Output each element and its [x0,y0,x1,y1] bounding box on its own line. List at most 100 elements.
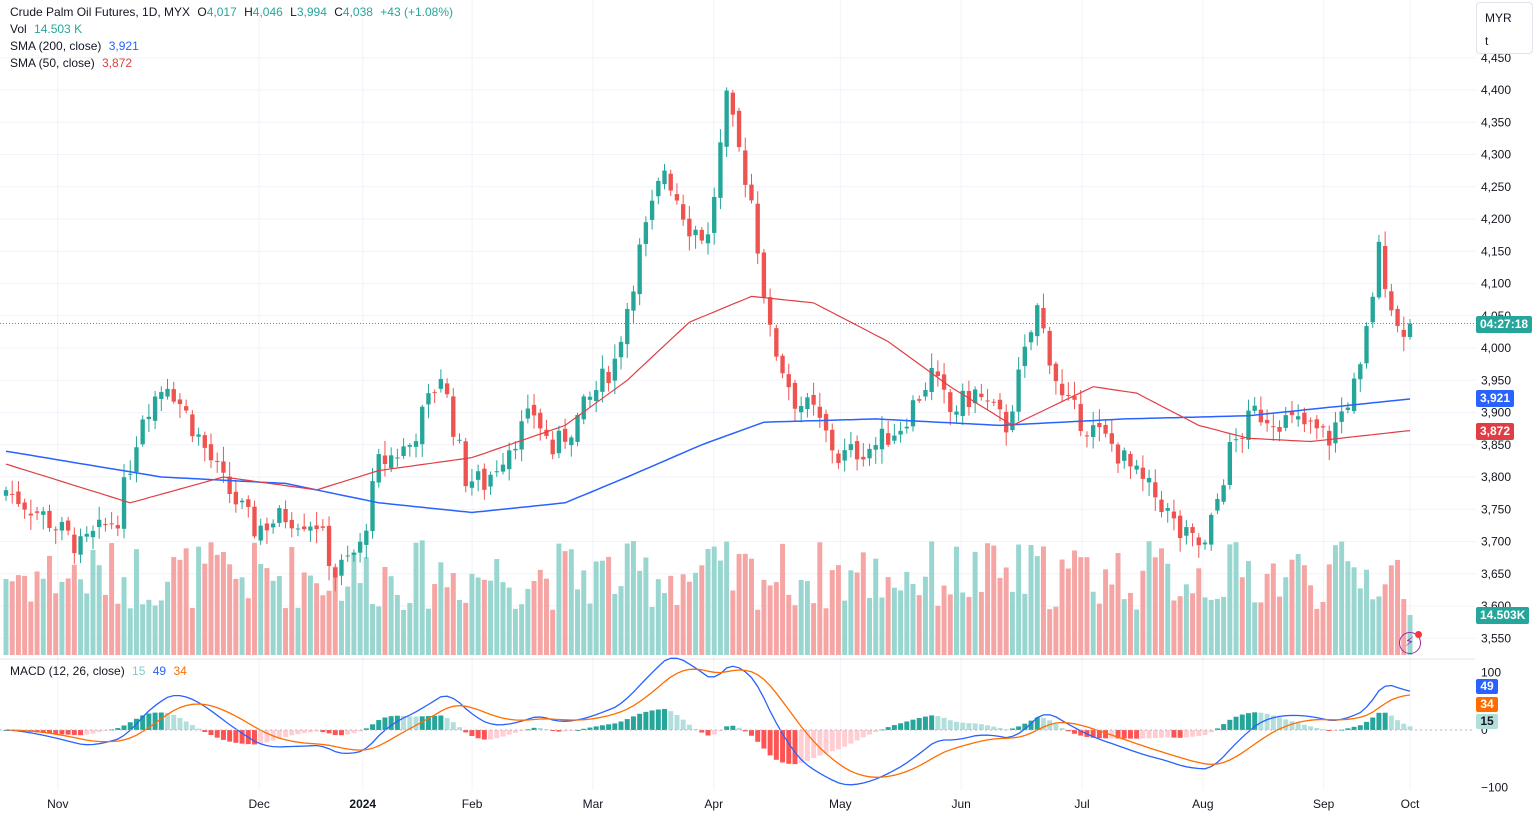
macd-hist-bar [146,713,152,730]
candle-body [1140,467,1146,479]
candle-body [1059,383,1065,396]
volume-bar [1252,602,1258,655]
main-legend[interactable]: Crude Palm Oil Futures, 1D, MYX O4,017 H… [10,4,453,21]
time-tick-label: Jul [1074,797,1089,811]
macd-hist-bar [500,730,506,737]
volume-bar [1103,569,1109,655]
currency-label: MYR [1485,11,1512,25]
volume-bar [1159,548,1164,655]
candle-body [774,328,779,357]
volume-bar [1009,591,1015,655]
volume-bar [817,542,823,655]
volume-bar [1227,544,1233,655]
candle-body [724,90,729,147]
time-tick-label: Mar [583,797,604,811]
macd-hist-bar [1127,730,1133,739]
candle-body [562,428,568,442]
open-value: 4,017 [206,5,237,19]
macd-hist-bar [966,723,972,730]
macd-hist-bar [941,717,947,730]
candle-body [463,441,468,487]
vol-value: 14.503 K [34,22,83,36]
macd-hist-bar [1171,730,1177,738]
unit-selector[interactable]: MYR t [1476,2,1533,54]
volume-bar [1096,603,1102,655]
low-value: 3,994 [296,5,327,19]
volume-bar [593,561,599,655]
macd-hist-bar [165,712,171,730]
macd-hist-bar [705,730,711,736]
candle-body [1022,346,1028,367]
candle-body [972,389,978,404]
candle-body [954,411,959,415]
volume-bar [500,582,506,655]
candle-body [357,541,363,553]
volume-bar [1289,559,1295,655]
macd-pane [0,657,1475,786]
unit-label: t [1485,34,1489,48]
macd-hist-bar [823,730,829,754]
candle-body [314,525,319,530]
macd-hist-bar [649,710,655,730]
volume-bar [562,551,568,655]
volume-bar [575,589,581,655]
candle-body [1327,430,1332,446]
macd-hist-bar [1277,717,1283,730]
volume-bar [1196,568,1202,655]
candle-body [904,426,909,429]
candle-body [1053,363,1059,382]
sma200-legend[interactable]: SMA (200, close) 3,921 [10,38,139,55]
candle-body [1090,425,1096,437]
volume-bar [295,607,301,655]
volume-bar [28,601,34,655]
volume-bar [394,594,400,655]
candle-body [65,520,71,531]
candle-body [1165,508,1170,511]
macd-hist-bar [394,715,400,730]
volume-bar [1003,567,1009,655]
candle-body [587,396,593,400]
sma50-legend[interactable]: SMA (50, close) 3,872 [10,55,132,72]
candle-body [1078,404,1083,432]
candle-body [1308,420,1313,422]
candle-body [935,371,941,376]
macd-hist-bar [202,730,208,733]
candle-body [780,355,785,374]
time-tick-label: Feb [462,797,483,811]
volume-bar [761,579,767,655]
volume-bar [655,579,661,655]
candle-body [196,434,201,437]
candle-body [500,464,506,472]
macd-hist-bar [606,724,612,730]
lightning-icon[interactable]: ⚡ [1399,631,1422,654]
macd-legend[interactable]: MACD (12, 26, close) 15 49 34 [10,663,187,680]
volume-bar [531,581,537,655]
macd-hist-bar [370,724,376,730]
volume-bar [742,553,748,655]
volume-bar [637,570,643,655]
volume-bar [239,577,245,655]
volume-bar [972,551,978,655]
candle-body [1364,326,1369,364]
candle-body [233,491,239,505]
volume-bar [1208,599,1214,655]
change-value: +43 (+1.08%) [380,5,453,19]
candle-body [1358,364,1363,380]
volume-legend[interactable]: Vol 14.503 K [10,21,82,38]
volume-bar [307,575,313,655]
sma50-line [5,295,1411,504]
candle-body [892,435,897,441]
macd-value: 49 [152,664,167,678]
volume-bar [127,608,133,655]
candle-body [625,308,630,345]
volume-bar [320,595,326,655]
volume-bar [370,603,376,655]
macd-hist-tag: 15 [1476,714,1498,729]
macd-hist-bar [413,716,419,730]
macd-hist-bar [717,730,723,732]
candle-body [1252,405,1257,411]
macd-hist-bar [1320,729,1326,731]
candle-body [730,92,736,115]
macd-hist-bar [1370,717,1376,730]
